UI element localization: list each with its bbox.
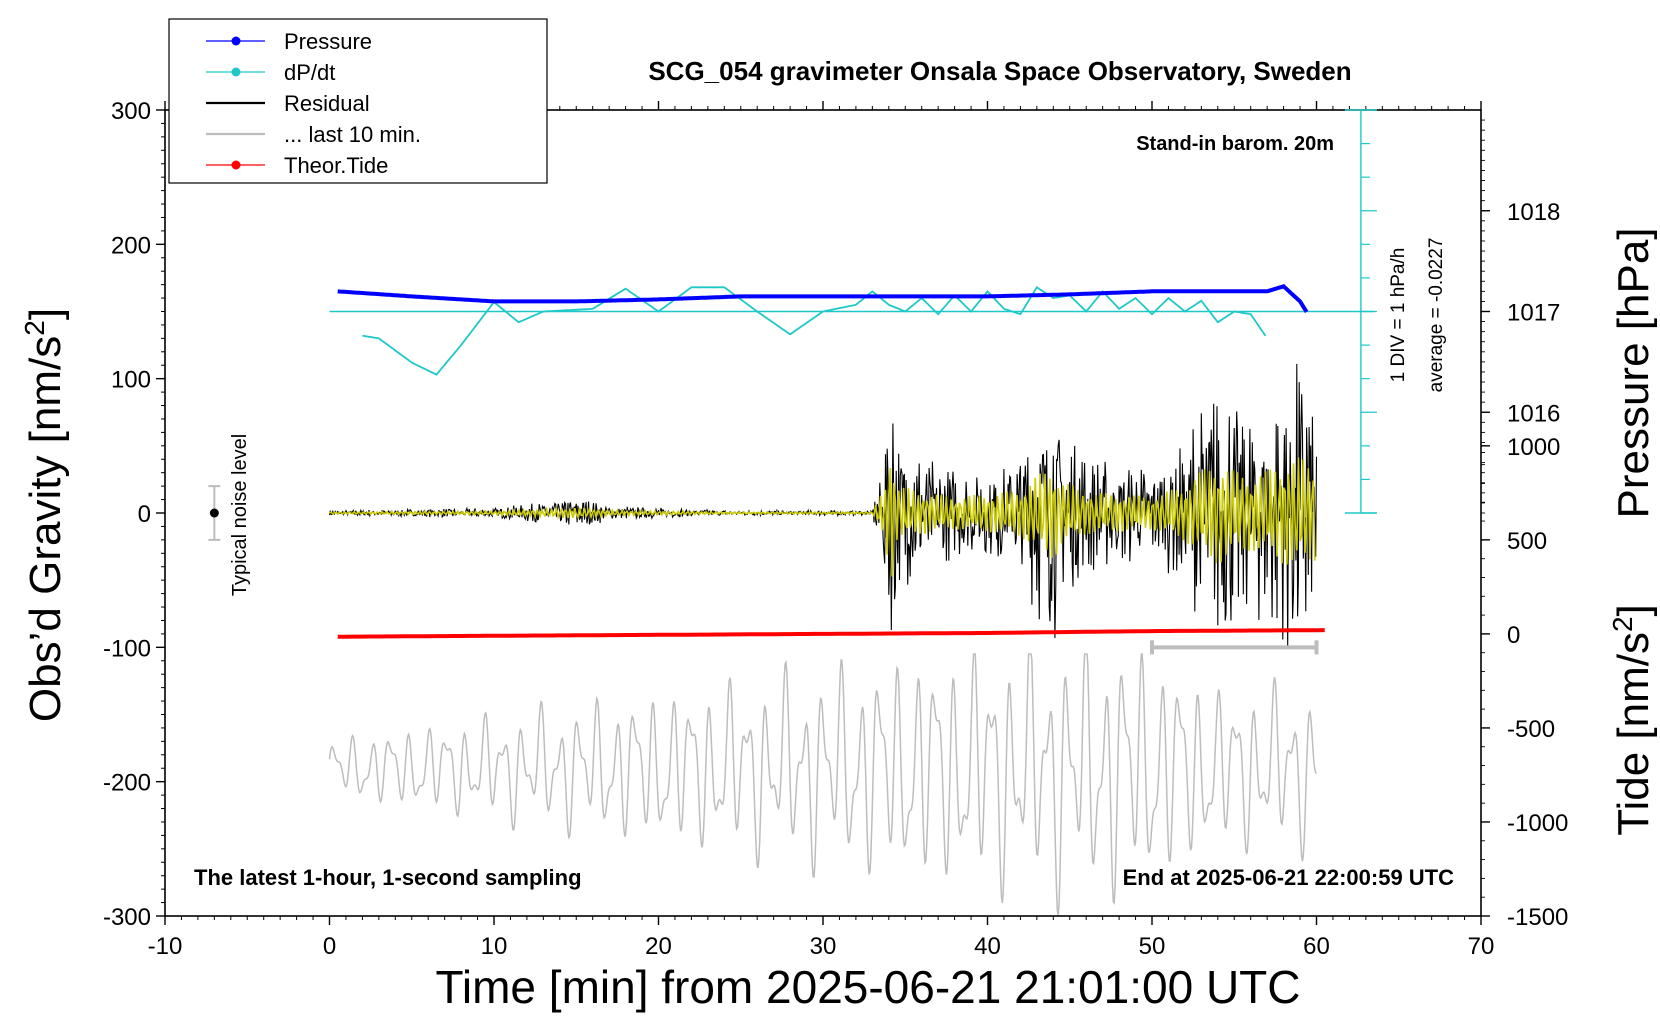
x-tick-label: -10 [148, 933, 183, 960]
series-last10min [328, 653, 1317, 916]
pressure-axis-label: Pressure [hPa] [1609, 227, 1658, 518]
y-tick-label: -200 [103, 770, 151, 797]
legend: Pressure dP/dt Residual ... last 10 min. The… [168, 18, 548, 184]
series-layer [208, 284, 1375, 916]
noise-bar-dot [209, 508, 219, 518]
series-residual [328, 363, 1318, 649]
x-tick-label: 60 [1303, 933, 1330, 960]
pressure-tick-label: 1017 [1507, 300, 1560, 327]
legend-marker-0 [231, 36, 241, 46]
y-tick-label: 0 [138, 501, 151, 528]
average-note: average = -0.0227 [1426, 238, 1447, 393]
series-dpdt [362, 286, 1267, 376]
tide-axis-label-close: ] [1609, 604, 1658, 616]
tide-axis-label-sup: 2 [1607, 616, 1638, 632]
legend-label-0: Pressure [284, 29, 372, 54]
y-tick-label: 100 [111, 367, 151, 394]
div-note: 1 DIV = 1 hPa/h [1388, 248, 1409, 383]
tide-tick-label: -1000 [1507, 810, 1568, 837]
tide-axis-label-base: Tide [nm/s [1609, 632, 1658, 836]
x-tick-label: 40 [974, 933, 1001, 960]
y-tick-label: -300 [103, 904, 151, 931]
y-axis-label-base: Obs’d Gravity [nm/s [21, 336, 70, 722]
x-tick-label: 10 [481, 933, 508, 960]
x-axis-label: Time [min] from 2025-06-21 21:01:00 UTC [436, 961, 1301, 1013]
x-tick-label: 70 [1468, 933, 1495, 960]
x-tick-label: 30 [810, 933, 837, 960]
legend-label-1: dP/dt [284, 60, 335, 85]
x-tick-label: 20 [645, 933, 672, 960]
tide-tick-label: 0 [1507, 622, 1520, 649]
x-tick-label: 50 [1139, 933, 1166, 960]
axes-layer: -10 0 10 20 30 40 50 60 70-300-200-1000100200300… [103, 98, 1568, 960]
tide-tick-label: 1000 [1507, 434, 1560, 461]
tide-tick-label: 500 [1507, 528, 1547, 555]
legend-label-2: Residual [284, 91, 370, 116]
pressure-tick-label: 1018 [1507, 199, 1560, 226]
series-pressure [337, 284, 1309, 313]
series-theor-tide [337, 628, 1325, 639]
tide-tick-label: -1500 [1507, 904, 1568, 931]
legend-marker-4 [231, 160, 241, 170]
chart-title: SCG_054 gravimeter Onsala Space Observat… [648, 56, 1351, 86]
tide-tick-label: -500 [1507, 716, 1555, 743]
labels-layer: SCG_054 gravimeter Onsala Space Observat… [19, 56, 1658, 1013]
tide-axis-label: Tide [nm/s2] [1607, 604, 1658, 836]
pressure-tick-label: 1016 [1507, 400, 1560, 427]
y-axis-label-sup: 2 [19, 320, 50, 336]
y-axis-label-close: ] [21, 308, 70, 320]
legend-label-4: Theor.Tide [284, 153, 388, 178]
legend-label-3: ... last 10 min. [284, 122, 421, 147]
y-tick-label: 200 [111, 232, 151, 259]
legend-box [168, 18, 548, 184]
barometer-note: Stand-in barom. 20m [1136, 133, 1334, 155]
x-tick-label: 0 [323, 933, 336, 960]
y-tick-label: 300 [111, 98, 151, 125]
legend-marker-1 [231, 67, 241, 77]
y-axis-label: Obs’d Gravity [nm/s2] [19, 308, 70, 722]
series-residual-filtered [329, 457, 1316, 577]
end-time-note: End at 2025-06-21 22:00:59 UTC [1123, 865, 1454, 890]
sampling-note: The latest 1-hour, 1-second sampling [194, 865, 582, 890]
noise-note: Typical noise level [229, 434, 251, 596]
y-tick-label: -100 [103, 635, 151, 662]
